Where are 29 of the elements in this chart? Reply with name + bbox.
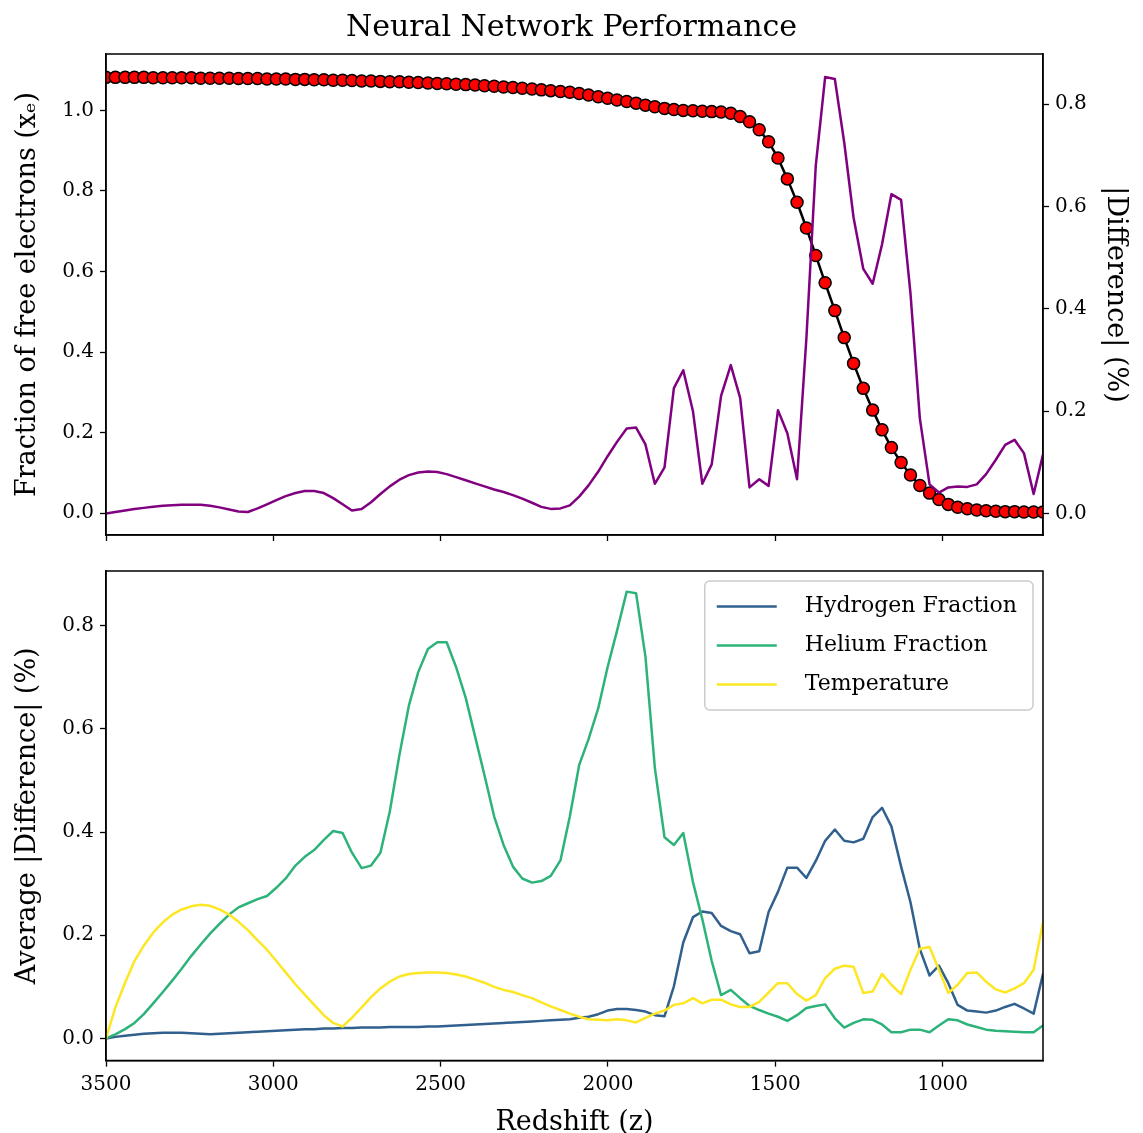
y-tick-label: 0.8 xyxy=(62,611,94,636)
y-tick-label: 0.4 xyxy=(62,818,94,843)
y-tick-label: 0.4 xyxy=(62,338,94,363)
legend-label: Helium Fraction xyxy=(804,631,988,657)
x-tick-label: 3500 xyxy=(80,1070,132,1095)
y2-tick-label: 0.8 xyxy=(1055,90,1087,115)
x-tick-label: 1500 xyxy=(749,1070,801,1095)
y-axis-title: Average |Difference| (%) xyxy=(10,647,43,986)
y-tick-label: 1.0 xyxy=(62,96,94,121)
x-tick-label: 2000 xyxy=(582,1070,634,1095)
y2-axis-title: |Difference| (%) xyxy=(1100,186,1133,403)
y2-tick-label: 0.2 xyxy=(1055,397,1087,422)
x-tick-label: 2500 xyxy=(415,1070,467,1095)
y-tick-label: 0.6 xyxy=(62,257,94,282)
chart-title: Neural Network Performance xyxy=(345,7,798,43)
y-axis-title: Fraction of free electrons (xₑ) xyxy=(10,91,42,498)
legend-label: Temperature xyxy=(804,670,949,696)
legend-label: Hydrogen Fraction xyxy=(804,592,1017,618)
y-tick-label: 0.8 xyxy=(62,177,94,202)
y-tick-label: 0.6 xyxy=(62,715,94,740)
x-tick-label: 1000 xyxy=(917,1070,969,1095)
y-tick-label: 0.2 xyxy=(62,921,94,946)
y2-tick-label: 0.0 xyxy=(1055,499,1087,524)
y-tick-label: 0.2 xyxy=(62,418,94,443)
y-tick-label: 0.0 xyxy=(62,1024,94,1049)
x-tick-label: 3000 xyxy=(247,1070,299,1095)
y-tick-label: 0.0 xyxy=(62,499,94,524)
y2-tick-label: 0.4 xyxy=(1055,295,1087,320)
y2-tick-label: 0.6 xyxy=(1055,192,1087,217)
